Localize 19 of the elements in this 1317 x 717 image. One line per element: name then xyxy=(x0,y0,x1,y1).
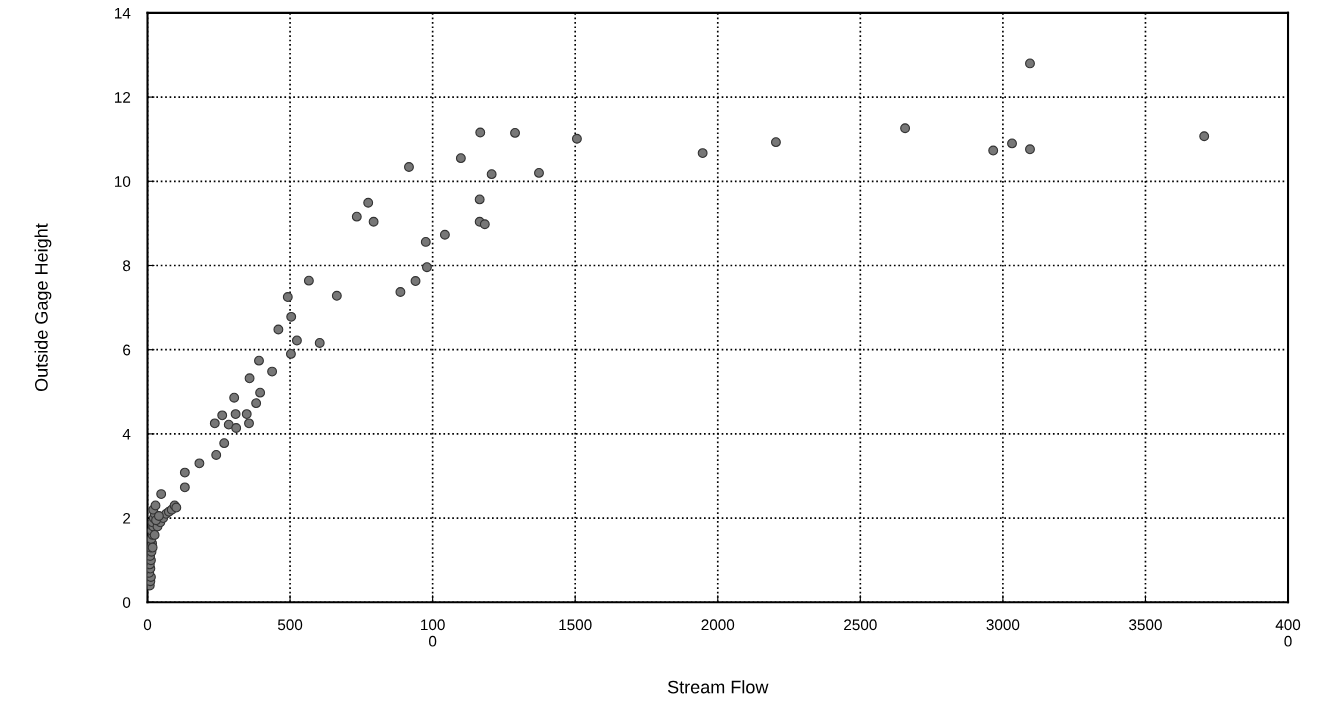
y-tick-label: 12 xyxy=(115,91,131,103)
y-tick-label: 6 xyxy=(123,344,131,356)
x-tick-label: 2000 xyxy=(701,619,735,631)
x-axis-title: Stream Flow xyxy=(667,680,769,694)
x-tick-label: 0 xyxy=(143,619,152,631)
y-tick-label: 10 xyxy=(115,176,131,187)
y-tick-label: 4 xyxy=(122,428,131,440)
x-tick-label: 400 0 xyxy=(1275,619,1301,647)
y-tick-label: 0 xyxy=(122,597,131,608)
x-tick-label: 2500 xyxy=(844,619,877,631)
x-tick-label: 3500 xyxy=(1129,619,1162,631)
y-tick-label: 8 xyxy=(123,260,131,272)
x-tick-label: 3000 xyxy=(986,619,1020,631)
y-tick-label: 14 xyxy=(115,7,131,19)
y-tick-label: 2 xyxy=(123,512,131,524)
x-tick-label: 1500 xyxy=(559,619,592,631)
x-tick-label: 100 0 xyxy=(421,619,445,647)
y-axis-title: Outside Gage Height xyxy=(34,223,52,392)
x-tick-label: 500 xyxy=(277,619,303,631)
